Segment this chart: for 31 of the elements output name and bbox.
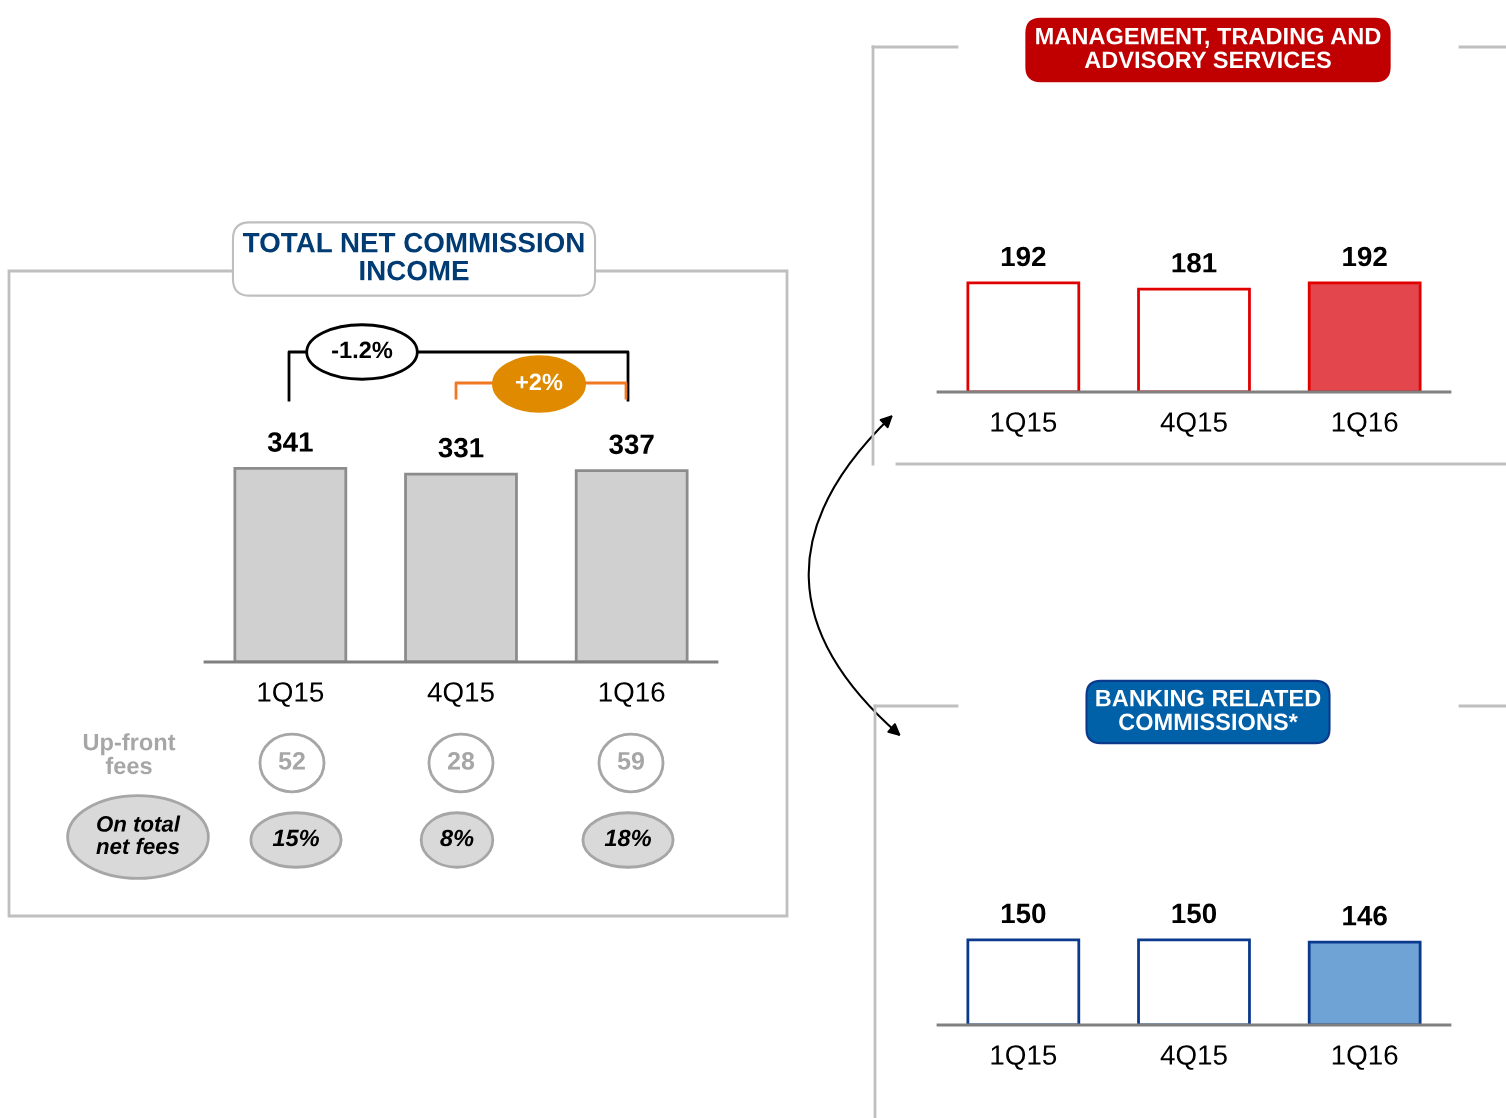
- chart-title: BANKING RELATED COMMISSIONS*: [1096, 689, 1321, 731]
- text: 52: [278, 752, 305, 770]
- x-tick-label: 1Q16: [1332, 412, 1398, 437]
- text: On total net fees: [96, 815, 181, 855]
- x-tick-label: 1Q15: [991, 1045, 1057, 1070]
- text: 8%: [440, 829, 474, 847]
- text: -1.2%: [332, 341, 393, 359]
- data-label: 192: [1001, 246, 1046, 267]
- data-label: 150: [1001, 903, 1046, 924]
- x-tick-label: 1Q16: [599, 682, 665, 707]
- x-tick-label: 4Q15: [427, 682, 494, 707]
- x-tick-label: 1Q15: [258, 682, 324, 707]
- x-tick-label: 1Q15: [991, 412, 1057, 437]
- chart-title: MANAGEMENT, TRADING AND ADVISORY SERVICES: [1036, 27, 1381, 69]
- text: 18%: [604, 829, 651, 847]
- data-label: 331: [438, 437, 484, 458]
- data-label: 181: [1172, 252, 1217, 273]
- x-tick-label: 4Q15: [1160, 412, 1227, 437]
- text: 59: [617, 752, 644, 770]
- text: +2%: [516, 373, 563, 391]
- x-tick-label: 1Q16: [1332, 1045, 1398, 1070]
- text: 28: [447, 752, 475, 770]
- text: Up-front fees: [83, 733, 176, 775]
- data-label: 150: [1172, 903, 1217, 924]
- data-label: 146: [1343, 905, 1387, 926]
- data-label: 341: [267, 432, 313, 452]
- data-label: 192: [1343, 246, 1387, 267]
- chart-title: TOTAL NET COMMISSION INCOME: [243, 232, 584, 281]
- x-tick-label: 4Q15: [1160, 1045, 1227, 1070]
- text: 15%: [272, 829, 319, 847]
- data-label: 337: [609, 434, 654, 455]
